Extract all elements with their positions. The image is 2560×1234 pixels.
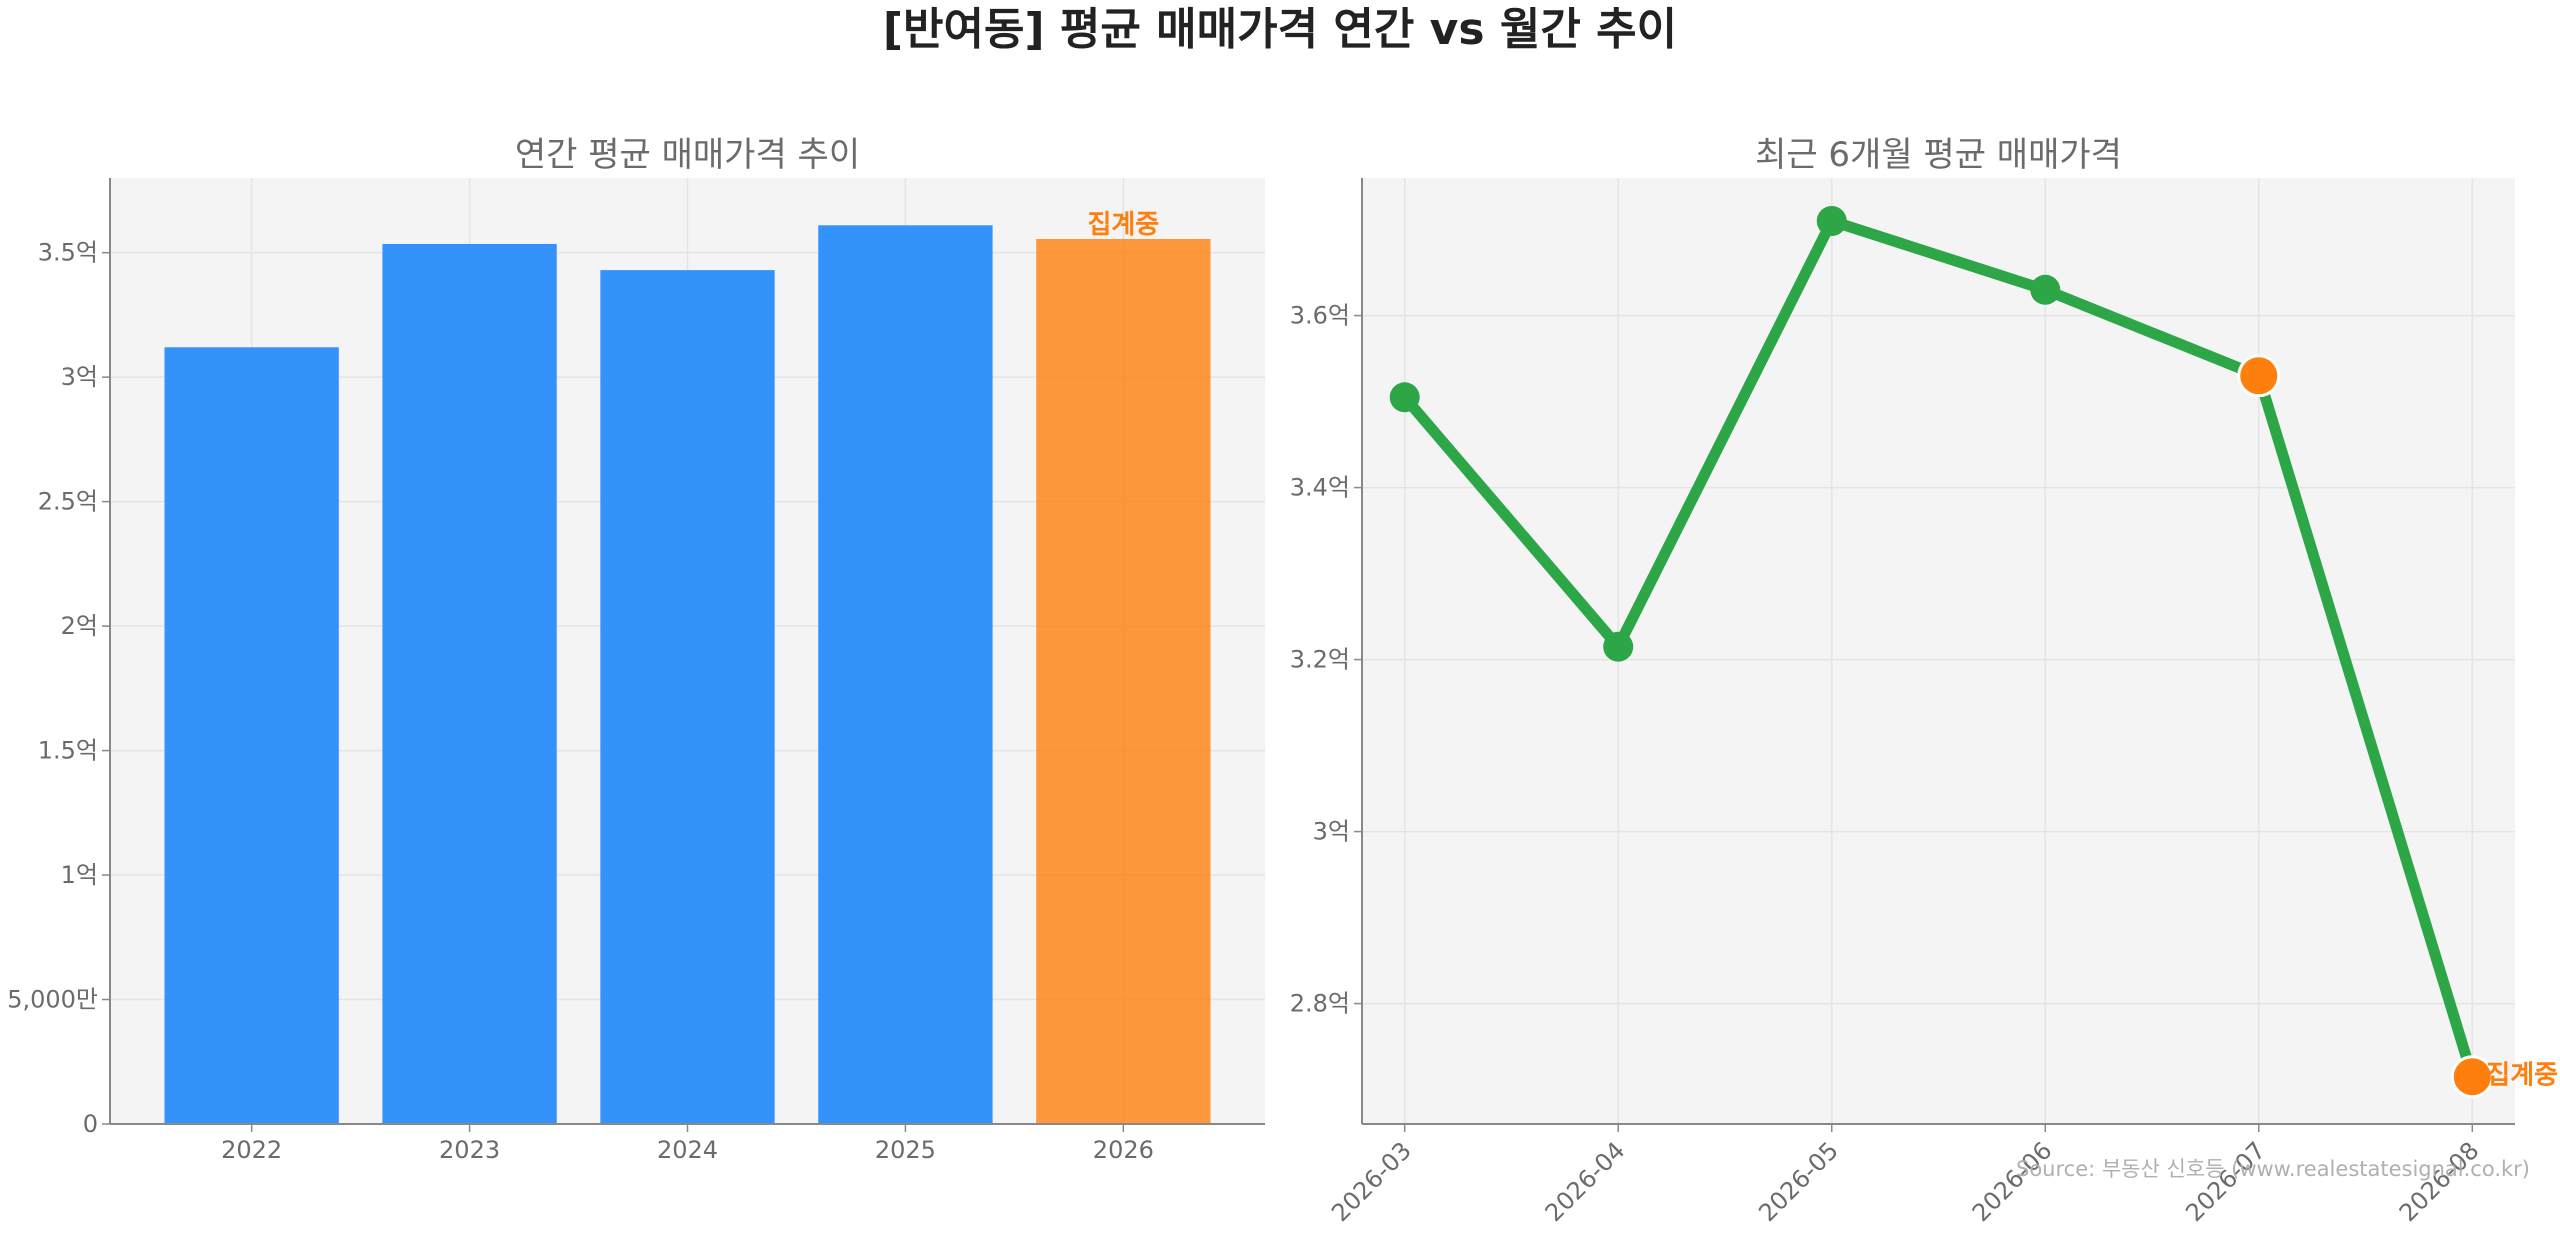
source-credit: Source: 부동산 신호등 (www.realestatesignal.co…: [2016, 1157, 2530, 1181]
bar-2023: [382, 243, 557, 1124]
point-2026-05: [1816, 206, 1847, 236]
x-tick-label: 2026-06: [1967, 1136, 2058, 1227]
point-2026-03: [1389, 382, 1420, 413]
x-tick-label: 2026-07: [2180, 1136, 2271, 1227]
x-tick-label: 2026-08: [2394, 1136, 2485, 1227]
annual-price-chart: 연간 평균 매매가격 추이 0 5,000만 1억 1.5억 2억 2.5억 3억 3.5억 집계…: [7, 135, 1265, 1164]
bar-2022: [164, 347, 339, 1125]
point-2026-07-highlighted: [2237, 354, 2281, 398]
x-tick-label: 2026: [1093, 1136, 1154, 1164]
plot-area: [1362, 178, 2515, 1124]
x-tick-label: 2023: [439, 1136, 500, 1164]
x-tick-label: 2022: [221, 1136, 282, 1164]
point-status-label: 집계중: [2486, 1061, 2558, 1091]
x-tick-label: 2026-05: [1753, 1136, 1844, 1227]
x-tick-label: 2025: [875, 1136, 936, 1164]
y-tick-label: 3.4억: [1290, 474, 1350, 502]
x-tick-label: 2026-04: [1540, 1136, 1631, 1227]
bar-2025: [818, 225, 993, 1125]
y-tick-label: 3.6억: [1290, 302, 1350, 330]
y-tick-label: 3억: [1313, 818, 1350, 846]
y-tick-label: 1억: [61, 861, 98, 889]
chart-title: 연간 평균 매매가격 추이: [515, 135, 860, 175]
y-tick-label: 3억: [61, 363, 98, 391]
y-tick-label: 2억: [61, 612, 98, 640]
y-tick-label: 0: [83, 1110, 98, 1138]
x-tick-label: 2024: [657, 1136, 718, 1164]
bar-2024: [600, 270, 775, 1124]
y-tick-label: 2.8억: [1290, 990, 1350, 1018]
y-tick-label: 1.5억: [38, 737, 98, 765]
y-tick-label: 5,000만: [7, 986, 98, 1014]
point-2026-06: [2030, 274, 2061, 305]
y-tick-label: 2.5억: [38, 488, 98, 516]
point-2026-08-highlighted: [2450, 1055, 2494, 1099]
price-line: [1399, 215, 2478, 1083]
bar-status-label: 집계중: [1087, 210, 1159, 240]
bar-2026-highlighted: [1036, 238, 1211, 1124]
figure-title: [반여동] 평균 매매가격 연간 vs 월간 추이: [883, 4, 1677, 55]
y-tick-label: 3.2억: [1290, 646, 1350, 674]
point-2026-04: [1603, 631, 1634, 662]
chart-title: 최근 6개월 평균 매매가격: [1755, 135, 2122, 175]
y-tick-label: 3.5억: [38, 239, 98, 267]
x-tick-label: 2026-03: [1326, 1136, 1417, 1227]
